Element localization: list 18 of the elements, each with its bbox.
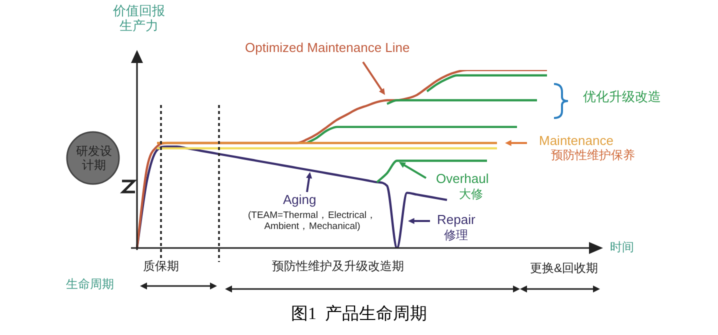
annotation: 预防性维护保养	[551, 148, 635, 163]
text: 预防性维护及升级改造期	[272, 259, 404, 274]
text: 质保期	[143, 259, 179, 274]
text: 研发设计期	[75, 144, 113, 173]
annotation: Repair	[437, 212, 476, 228]
annotation: 优化升级改造	[583, 89, 661, 105]
annotation: (TEAM=Thermal，Electrical， Ambient，Mechanical)	[248, 210, 376, 233]
text: 图1 产品生命周期	[290, 304, 428, 324]
y-axis-title: 价值回报生产力	[112, 3, 166, 34]
annotation: Overhaul	[436, 171, 489, 187]
text: Optimized Maintenance Line	[245, 40, 410, 56]
x-axis-title: 时间	[610, 240, 634, 255]
text: 更换&回收期	[530, 261, 598, 276]
text: 生命周期	[66, 277, 114, 292]
annotation: 大修	[459, 187, 483, 202]
annotation: Aging	[283, 192, 316, 208]
annotation: 修理	[444, 228, 468, 243]
annotation: Maintenance	[539, 133, 614, 149]
